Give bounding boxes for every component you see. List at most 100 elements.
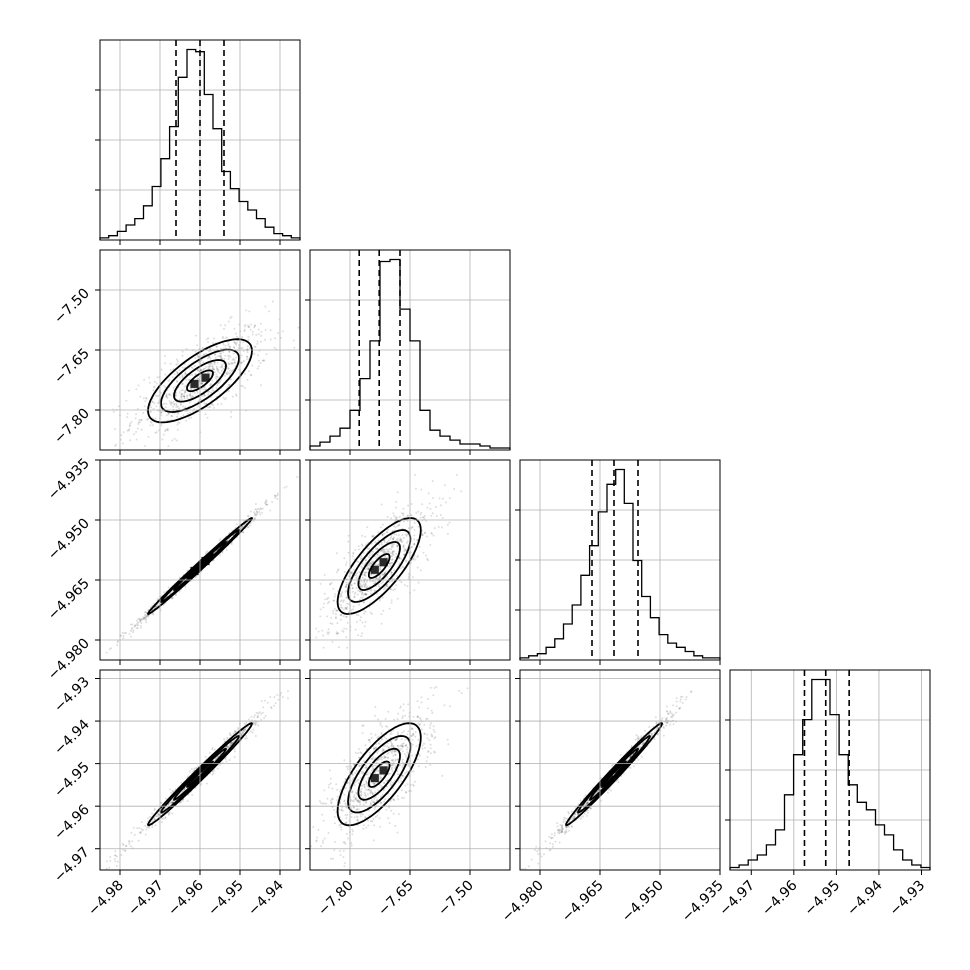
sample-point (419, 723, 421, 726)
sample-point (217, 370, 219, 373)
sample-point (277, 331, 280, 334)
sample-point (395, 750, 398, 753)
sample-point (333, 816, 336, 818)
sample-point (220, 378, 222, 381)
sample-point (370, 588, 373, 591)
sample-point (120, 438, 122, 441)
sample-point (413, 556, 416, 559)
sample-point (354, 781, 357, 783)
sample-point (227, 343, 230, 345)
sample-point (234, 341, 237, 344)
sample-point (568, 825, 571, 828)
sample-point (258, 511, 261, 514)
sample-point (466, 687, 469, 690)
sample-point (393, 750, 396, 753)
sample-point (423, 723, 426, 726)
sample-point (377, 583, 380, 586)
sample-point (427, 707, 429, 710)
sample-point (251, 364, 254, 367)
sample-point (229, 744, 231, 747)
sample-point (666, 717, 668, 720)
sample-point (606, 791, 609, 794)
sample-point (143, 613, 146, 616)
sample-point (230, 742, 233, 745)
sample-point (372, 582, 375, 585)
sample-point (568, 820, 571, 823)
sample-point (242, 730, 245, 733)
sample-point (177, 407, 180, 410)
sample-point (271, 501, 274, 503)
sample-point (315, 840, 318, 843)
sample-point (181, 374, 184, 376)
sample-point (211, 365, 214, 368)
sample-point (590, 807, 593, 810)
sample-point (392, 812, 395, 815)
sample-point (178, 801, 181, 804)
sample-point (357, 799, 360, 802)
sample-point (209, 365, 212, 368)
sample-point (356, 779, 359, 782)
sample-point (257, 354, 259, 357)
sample-point (242, 350, 245, 352)
sample-point (530, 858, 533, 861)
sample-point (363, 783, 366, 786)
sample-point (237, 733, 240, 736)
sample-point (341, 591, 344, 594)
sample-point (377, 539, 380, 542)
sample-point (345, 628, 348, 630)
sample-point (276, 694, 279, 696)
sample-point (345, 602, 348, 605)
sample-point (364, 764, 367, 767)
sample-point (390, 601, 393, 604)
sample-point (414, 735, 417, 738)
sample-point (376, 547, 379, 550)
sample-point (401, 797, 404, 799)
sample-point (223, 740, 226, 743)
sample-point (269, 509, 272, 512)
sample-point (176, 362, 179, 365)
sample-point (642, 742, 645, 745)
sample-point (398, 813, 400, 816)
sample-point (283, 486, 286, 489)
sample-point (655, 722, 658, 725)
sample-point (358, 590, 361, 593)
sample-point (211, 748, 214, 751)
sample-point (226, 745, 229, 748)
sample-point (429, 727, 431, 729)
sample-point (339, 790, 341, 793)
sample-point (154, 432, 157, 434)
sample-point (411, 727, 413, 730)
sample-point (354, 582, 356, 585)
sample-point (171, 596, 174, 599)
contour-2-1-3 (336, 517, 422, 615)
sample-point (249, 373, 252, 376)
sample-point (181, 393, 184, 396)
contour-3-0-2 (160, 735, 240, 814)
sample-point (137, 617, 140, 620)
sample-point (363, 609, 366, 612)
sample-point (417, 722, 420, 725)
sample-point (374, 705, 377, 708)
sample-point (564, 832, 567, 835)
sample-point (240, 347, 243, 349)
sample-point (448, 521, 451, 524)
sample-point (230, 315, 233, 318)
sample-point (377, 750, 380, 753)
sample-point (476, 435, 478, 437)
sample-point (357, 589, 359, 592)
sample-point (215, 345, 218, 348)
sample-point (372, 839, 375, 842)
sample-point (406, 746, 409, 749)
sample-point (386, 531, 389, 534)
sample-point (352, 551, 355, 554)
sample-point (377, 531, 380, 534)
sample-point (375, 743, 378, 746)
sample-point (205, 782, 208, 785)
sample-point (413, 543, 416, 546)
sample-point (229, 317, 232, 320)
sample-point (423, 514, 426, 517)
contour-2-0-0 (185, 552, 215, 580)
sample-point (160, 802, 163, 805)
sample-point (213, 368, 215, 371)
sample-point (370, 612, 373, 615)
